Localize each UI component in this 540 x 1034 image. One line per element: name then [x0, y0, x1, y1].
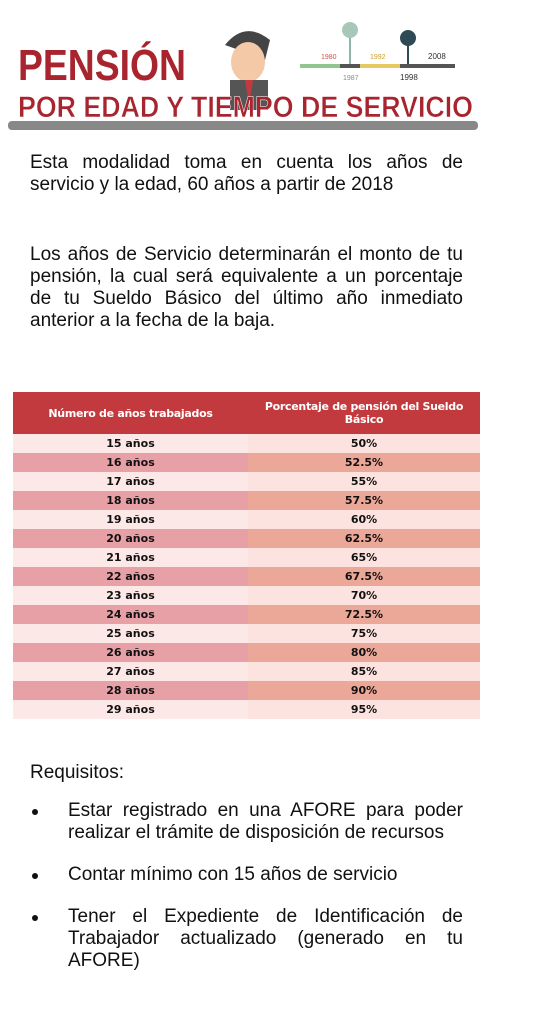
- table-row: 27 años 85%: [13, 662, 480, 681]
- header-cell: Porcentaje de pensión del Sueldo Básico: [248, 392, 480, 434]
- pension-table: Número de años trabajados Porcentaje de …: [13, 392, 480, 719]
- table-row: 18 años 57.5%: [13, 491, 480, 510]
- table-cell: 21 años: [13, 548, 248, 567]
- table-cell: 26 años: [13, 643, 248, 662]
- table-row: 23 años 70%: [13, 586, 480, 605]
- table-cell: 72.5%: [248, 605, 480, 624]
- table-header: Número de años trabajados Porcentaje de …: [13, 392, 480, 434]
- table-cell: 55%: [248, 472, 480, 491]
- header: 1980 1992 2008 1987 1998 PENSIÓN POR EDA…: [8, 22, 478, 130]
- table-cell: 67.5%: [248, 567, 480, 586]
- table-body: 15 años 50% 16 años 52.5% 17 años 55% 18 años 5…: [13, 434, 480, 719]
- paragraph: Esta modalidad toma en cuenta los años d…: [30, 152, 463, 195]
- table-row: 28 años 90%: [13, 681, 480, 700]
- table-cell: 60%: [248, 510, 480, 529]
- table-row: 24 años 72.5%: [13, 605, 480, 624]
- table-cell: 17 años: [13, 472, 248, 491]
- table-row: 16 años 52.5%: [13, 453, 480, 472]
- year: 2008: [428, 52, 446, 61]
- requirements-title: Requisitos:: [30, 762, 124, 783]
- table-cell: 18 años: [13, 491, 248, 510]
- table-cell: 62.5%: [248, 529, 480, 548]
- subtitle: POR EDAD Y TIEMPO DE SERVICIO: [18, 91, 473, 124]
- header-cell: Número de años trabajados: [13, 392, 248, 434]
- table-cell: 90%: [248, 681, 480, 700]
- table-cell: 15 años: [13, 434, 248, 453]
- table-cell: 19 años: [13, 510, 248, 529]
- year: 1980: [321, 54, 337, 61]
- table-row: 15 años 50%: [13, 434, 480, 453]
- requirement: Estar registrado en una AFORE para poder…: [30, 800, 463, 844]
- table-cell: 25 años: [13, 624, 248, 643]
- table-cell: 75%: [248, 624, 480, 643]
- table-cell: 65%: [248, 548, 480, 567]
- requirement: Contar mínimo con 15 años de servicio: [30, 864, 463, 886]
- year: 1992: [370, 54, 386, 61]
- table-cell: 80%: [248, 643, 480, 662]
- table-row: 22 años 67.5%: [13, 567, 480, 586]
- table-cell: 50%: [248, 434, 480, 453]
- table-cell: 22 años: [13, 567, 248, 586]
- table-cell: 23 años: [13, 586, 248, 605]
- table-row: 19 años 60%: [13, 510, 480, 529]
- title: PENSIÓN: [18, 40, 186, 90]
- table-cell: 95%: [248, 700, 480, 719]
- table-cell: 24 años: [13, 605, 248, 624]
- table-cell: 57.5%: [248, 491, 480, 510]
- table-cell: 16 años: [13, 453, 248, 472]
- table-cell: 29 años: [13, 700, 248, 719]
- table-cell: 27 años: [13, 662, 248, 681]
- table-row: 20 años 62.5%: [13, 529, 480, 548]
- requirements-list: Estar registrado en una AFORE para poder…: [30, 800, 463, 992]
- requirement: Tener el Expediente de Identificación de…: [30, 906, 463, 972]
- table-row: 17 años 55%: [13, 472, 480, 491]
- year: 1987: [343, 75, 359, 82]
- table-cell: 85%: [248, 662, 480, 681]
- table-cell: 52.5%: [248, 453, 480, 472]
- table-cell: 20 años: [13, 529, 248, 548]
- table-row: 25 años 75%: [13, 624, 480, 643]
- paragraph: Los años de Servicio determinarán el mon…: [30, 244, 463, 331]
- table-row: 29 años 95%: [13, 700, 480, 719]
- table-row: 21 años 65%: [13, 548, 480, 567]
- table-cell: 70%: [248, 586, 480, 605]
- year: 1998: [400, 73, 418, 82]
- table-cell: 28 años: [13, 681, 248, 700]
- table-row: 26 años 80%: [13, 643, 480, 662]
